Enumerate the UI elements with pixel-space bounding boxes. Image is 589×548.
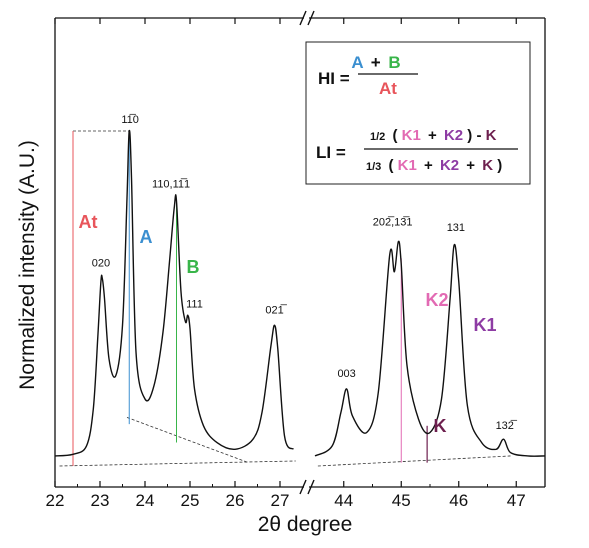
li-den-plus1: + [424,157,433,174]
peak-label-0: 020 [92,257,110,269]
li-num-prefix: 1/2 [370,131,385,143]
li-num-K1: K1 [402,127,421,144]
x-tick-label-25: 25 [181,491,200,510]
axis-break-top-1 [299,10,307,26]
peak-label-1: 11̅0 [121,114,139,126]
x-tick-label-45: 45 [392,491,411,510]
li-lhs: LI = [316,143,346,162]
li-den-open: ( [388,157,393,174]
left-baseline [59,460,296,467]
xrd-curve-left [54,129,295,457]
x-tick-label-44: 44 [334,491,353,510]
axis-break-top-2 [307,10,315,26]
axis-break-bottom-2 [307,479,315,495]
li-formula: LI = 1/2 ( K1 + K2 ) - K 1/3 ( K1 + K2 +… [316,127,518,174]
li-denominator: 1/3 ( K1 + K2 + K ) [366,157,502,174]
li-numerator: 1/2 ( K1 + K2 ) - K [370,127,497,144]
region-label-k: K [434,416,447,436]
y-axis-title: Normalized intensity (A.U.) [16,140,39,390]
plot-frame [54,10,546,495]
li-num-open: ( [392,127,397,144]
region-label-at: At [79,212,98,232]
hi-plus: + [371,53,381,72]
li-den-K1: K1 [398,157,417,174]
x-tick-label-26: 26 [226,491,245,510]
series-curves [54,129,546,457]
x-axis-title: 2θ degree [258,513,353,536]
li-den-plus2: + [466,157,475,174]
guide-lines [59,130,511,467]
right-baseline [317,455,511,467]
peak-label-6: 202̅,13̅1 [373,217,413,229]
peak-label-3: 111 [186,298,203,310]
x-tick-label-27: 27 [271,491,290,510]
hi-A: A [351,53,363,72]
peak-label-8: 132̅ [496,420,518,432]
formula-box: HI = A + B At LI = 1/2 ( K1 + K2 ) - K [305,41,531,185]
li-num-plus: + [428,127,437,144]
region-label-a: A [140,227,153,247]
li-num-K: K [486,127,497,144]
peak-label-5: 003 [337,368,355,380]
li-den-K2: K2 [440,157,459,174]
axis-break-bottom-1 [299,479,307,495]
x-tick-label-22: 22 [46,491,65,510]
region-label-k1: K1 [473,315,496,335]
hi-lhs: HI = [318,69,350,88]
x-tick-label-46: 46 [449,491,468,510]
region-label-k2: K2 [425,290,448,310]
hi-B: B [388,53,400,72]
xrd-curve-right [314,240,546,457]
hi-formula: HI = A + B At [318,53,418,98]
x-tick-label-23: 23 [91,491,110,510]
peak-label-4: 021̅ [265,304,287,316]
peak-label-7: 131 [447,222,465,234]
formula-box-border [305,41,531,185]
peak-label-2: 110,11̅1 [152,178,190,190]
hi-denominator: At [379,79,397,98]
amorphous-baseline [126,417,249,464]
li-den-K: K [482,157,493,174]
li-num-close: ) - [467,127,485,144]
x-tick-label-47: 47 [507,491,526,510]
axis-ticks: 22 23 24 25 26 27 44 45 46 47 [46,18,546,510]
peak-labels: 020 11̅0 110,11̅1 111 021̅ 003 202̅,13̅1 131 132… [92,114,518,432]
li-den-prefix: 1/3 [366,161,381,173]
region-label-b: B [187,257,200,277]
x-tick-label-24: 24 [136,491,155,510]
hi-numerator: A + B [351,53,400,72]
li-num-K2: K2 [444,127,463,144]
region-labels: At A B K2 K1 K [79,212,497,436]
li-den-close: ) [497,157,502,174]
